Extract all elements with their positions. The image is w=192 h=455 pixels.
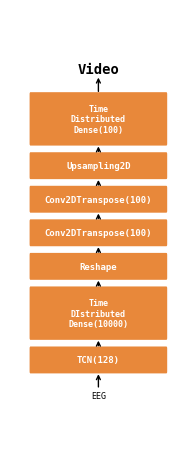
FancyBboxPatch shape: [29, 253, 168, 281]
Text: Upsampling2D: Upsampling2D: [66, 162, 131, 171]
FancyBboxPatch shape: [29, 219, 168, 248]
Text: TCN(128): TCN(128): [77, 356, 120, 364]
FancyBboxPatch shape: [29, 152, 168, 181]
FancyBboxPatch shape: [29, 346, 168, 374]
Text: Time
DIstributed
Dense(10000): Time DIstributed Dense(10000): [68, 298, 128, 329]
FancyBboxPatch shape: [29, 92, 168, 147]
Text: Conv2DTranspose(100): Conv2DTranspose(100): [45, 195, 152, 204]
Text: EEG: EEG: [91, 391, 106, 399]
Text: Conv2DTranspose(100): Conv2DTranspose(100): [45, 229, 152, 238]
Text: Video: Video: [77, 63, 119, 77]
Text: Time
Distributed
Dense(100): Time Distributed Dense(100): [71, 104, 126, 135]
FancyBboxPatch shape: [29, 286, 168, 341]
Text: Reshape: Reshape: [80, 262, 117, 271]
FancyBboxPatch shape: [29, 186, 168, 214]
